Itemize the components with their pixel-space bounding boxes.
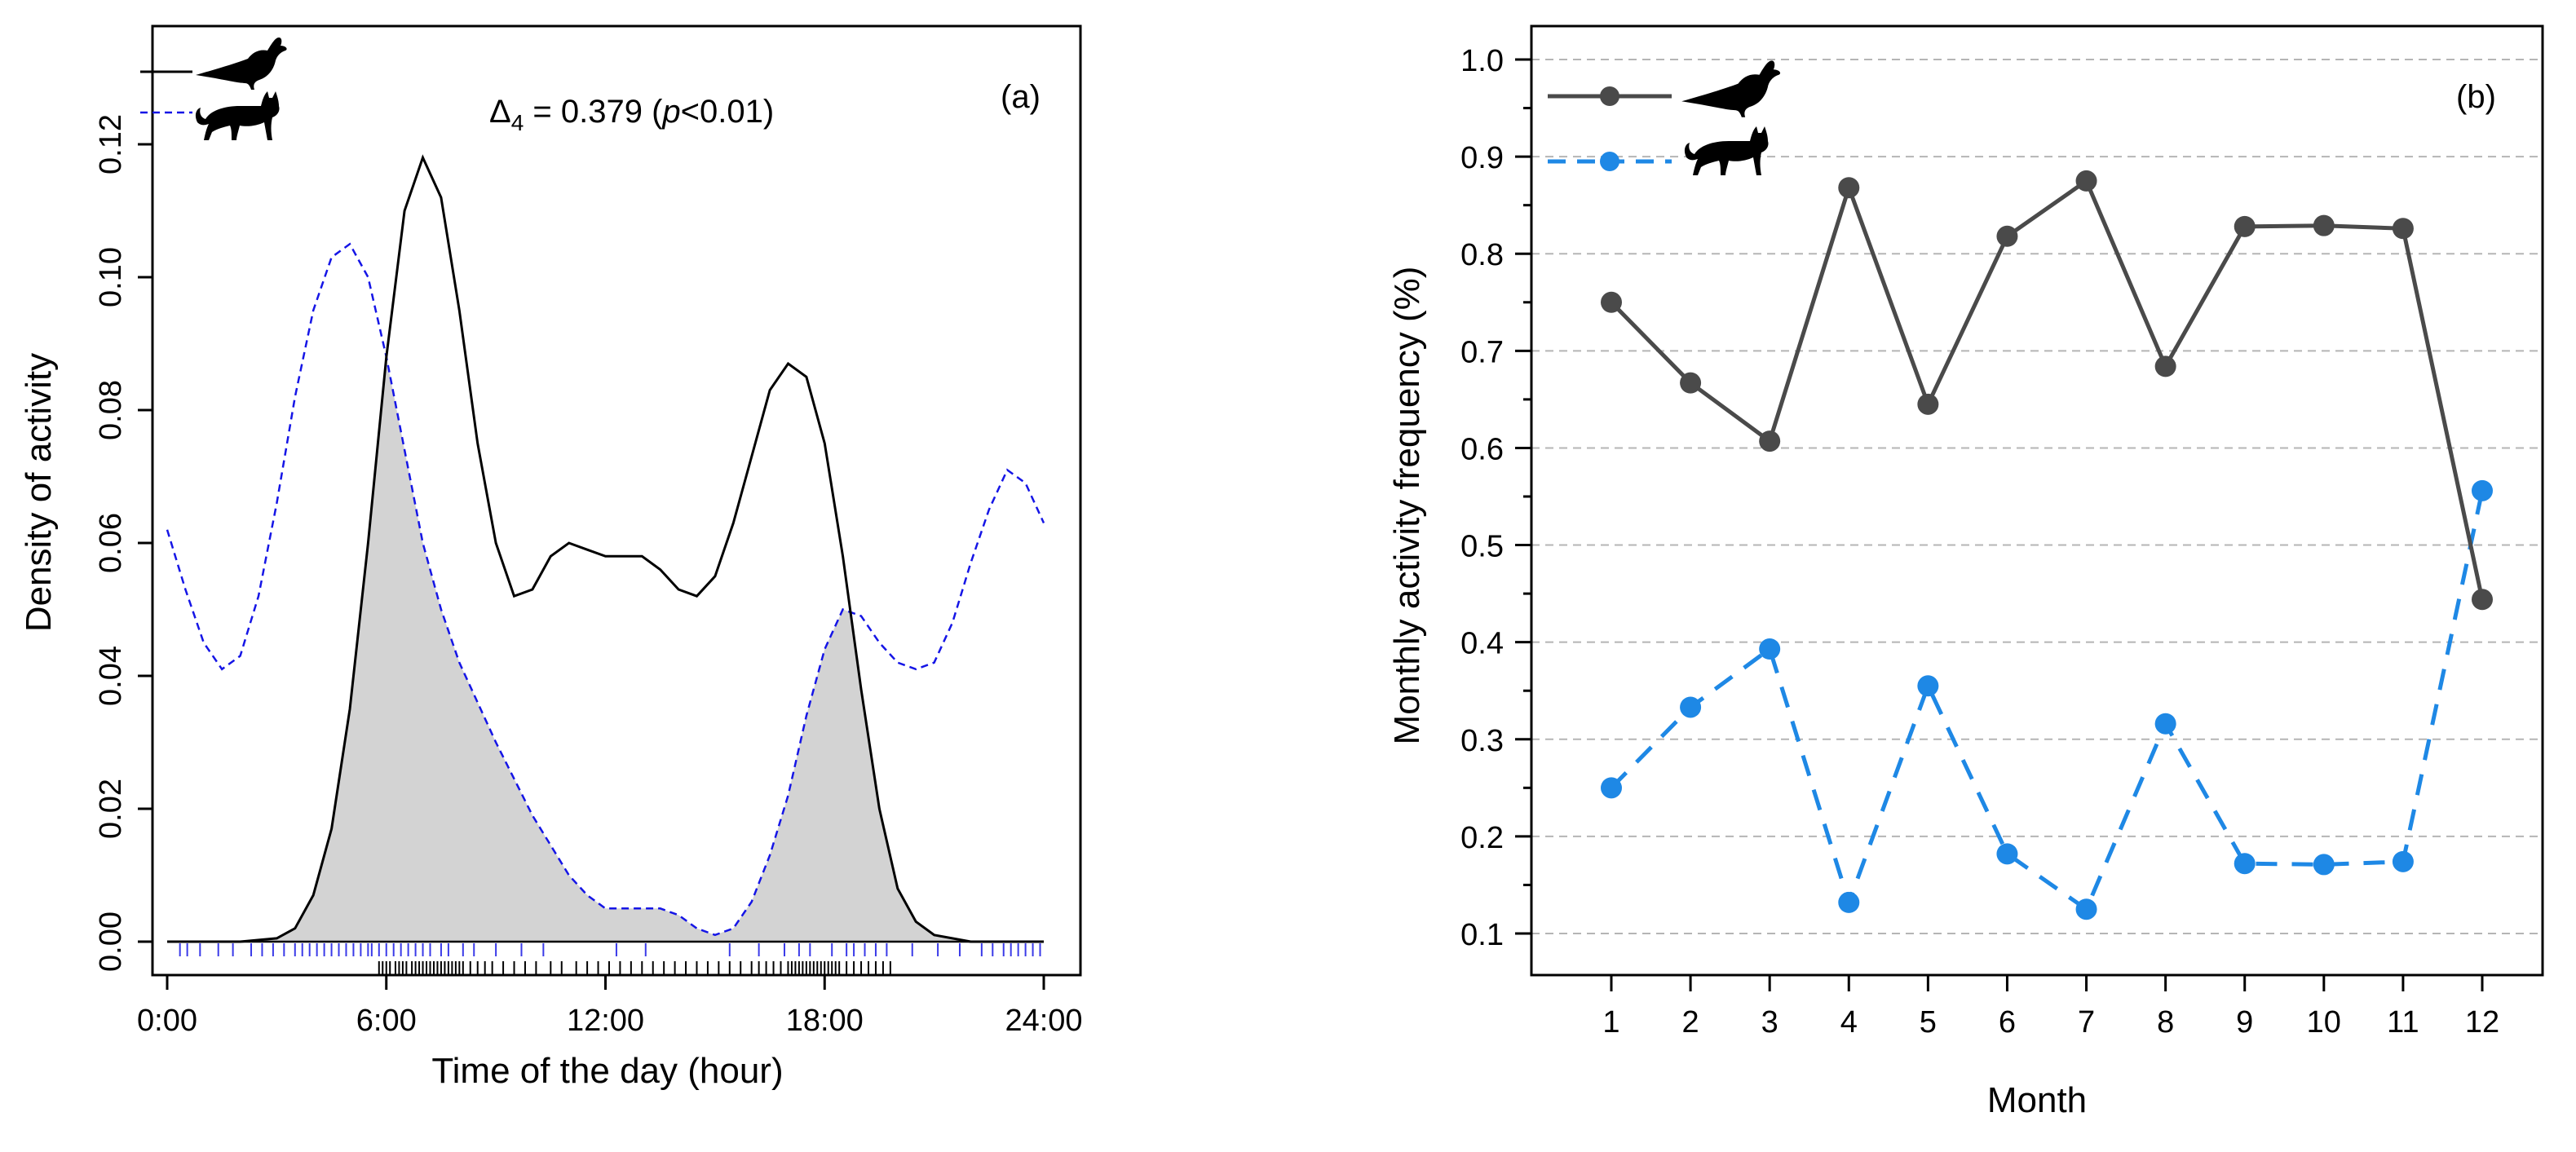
x-tick-label: 18:00: [786, 1004, 864, 1038]
pheasant-point: [1917, 393, 1939, 415]
pheasant-point: [1601, 291, 1622, 313]
panel-b-label: (b): [2456, 79, 2496, 115]
x-tick-label: 2: [1682, 1005, 1699, 1039]
x-tick-label: 1: [1602, 1005, 1619, 1039]
y-tick-label: 0.04: [94, 646, 128, 706]
y-tick-label: 1.0: [1460, 44, 1504, 78]
pheasant-point: [1996, 225, 2018, 247]
y-tick-label: 0.6: [1460, 432, 1504, 466]
y-tick-label: 0.3: [1460, 724, 1504, 758]
x-tick-label: 7: [2078, 1005, 2095, 1039]
legend-pheasant-marker: [1600, 86, 1619, 106]
cat-point: [1996, 843, 2018, 865]
y-tick-label: 0.7: [1460, 335, 1504, 369]
cat-point: [2234, 853, 2256, 875]
panel-a-ylabel: Density of activity: [19, 353, 59, 632]
y-tick-label: 0.1: [1460, 918, 1504, 952]
overlap-annotation: Δ4 = 0.379 (p<0.01): [489, 94, 774, 135]
pheasant-icon: [196, 38, 287, 90]
panel-b-xlabel: Month: [1987, 1080, 2087, 1120]
pheasant-density-curve: [167, 154, 1044, 943]
cat-point: [1917, 675, 1939, 697]
cat-point: [2313, 854, 2335, 876]
x-tick-label: 6:00: [356, 1004, 417, 1038]
pheasant-monthly-line: [1610, 178, 2485, 600]
cat-point: [2154, 713, 2176, 735]
y-tick-label: 0.00: [94, 911, 128, 972]
overlap-area: [167, 356, 1044, 942]
x-tick-label: 5: [1920, 1005, 1937, 1039]
panel-b-ylabel: Monthly activity frequency (%): [1387, 267, 1427, 745]
panel-b-frame: [1530, 24, 2544, 977]
x-tick-label: 8: [2157, 1005, 2174, 1039]
y-tick-label: 0.02: [94, 779, 128, 839]
cat-point: [2075, 898, 2097, 920]
y-tick-label: 0.06: [94, 513, 128, 573]
pheasant-point: [2392, 218, 2414, 240]
cat-point: [1601, 777, 1622, 799]
pheasant-point: [2075, 170, 2097, 192]
cat-icon: [195, 91, 280, 140]
y-tick-label: 0.12: [94, 114, 128, 174]
cat-point: [2472, 479, 2493, 501]
pheasant-point: [1759, 430, 1781, 452]
rug-plot: [179, 943, 1041, 974]
cat-point: [1680, 696, 1702, 718]
cat-point: [1759, 638, 1781, 660]
pheasant-point: [2154, 355, 2176, 377]
pheasant-point: [1680, 372, 1702, 394]
cat-icon: [1684, 126, 1769, 175]
panel-a: 0:00 6:00 12:00 18:00 24:00 0.00 0.02 0.04 0.06…: [19, 24, 1083, 1091]
x-tick-label: 0:00: [137, 1004, 197, 1038]
x-tick-label: 12:00: [567, 1004, 644, 1038]
y-tick-label: 0.9: [1460, 141, 1504, 175]
legend-cat-marker: [1600, 152, 1619, 171]
cat-point: [1838, 891, 1860, 913]
panel-a-xlabel: Time of the day (hour): [431, 1051, 783, 1091]
pheasant-point: [1838, 177, 1860, 199]
panel-a-frame: [151, 24, 1082, 977]
cat-point: [2392, 850, 2414, 872]
y-tick-label: 0.5: [1460, 530, 1504, 564]
panel-b-legend: [1548, 60, 1781, 175]
panel-b: 1 2 3 4 5 6 7 8 9 10 11 12 0.10.20.30.40.50.60.70.8…: [1387, 24, 2544, 1120]
x-tick-label: 10: [2307, 1005, 2341, 1039]
panel-a-label: (a): [1001, 79, 1041, 115]
x-tick-label: 6: [1999, 1005, 2016, 1039]
panel-a-legend: [140, 38, 287, 140]
pheasant-point: [2234, 215, 2256, 237]
x-tick-label: 11: [2387, 1005, 2419, 1039]
pheasant-icon: [1681, 60, 1781, 117]
y-tick-label: 0.4: [1460, 627, 1504, 661]
x-tick-label: 9: [2236, 1005, 2253, 1039]
pheasant-point: [2472, 589, 2493, 611]
y-tick-label: 0.08: [94, 380, 128, 440]
y-tick-label: 0.10: [94, 247, 128, 307]
y-tick-label: 0.2: [1460, 821, 1504, 855]
x-tick-label: 24:00: [1005, 1004, 1082, 1038]
x-tick-label: 12: [2465, 1005, 2499, 1039]
x-tick-label: 3: [1761, 1005, 1778, 1039]
cat-monthly-line: [1610, 490, 2485, 913]
cat-density-curve: [166, 242, 1045, 937]
pheasant-point: [2313, 214, 2335, 236]
x-tick-label: 4: [1840, 1005, 1858, 1039]
y-tick-label: 0.8: [1460, 238, 1504, 272]
